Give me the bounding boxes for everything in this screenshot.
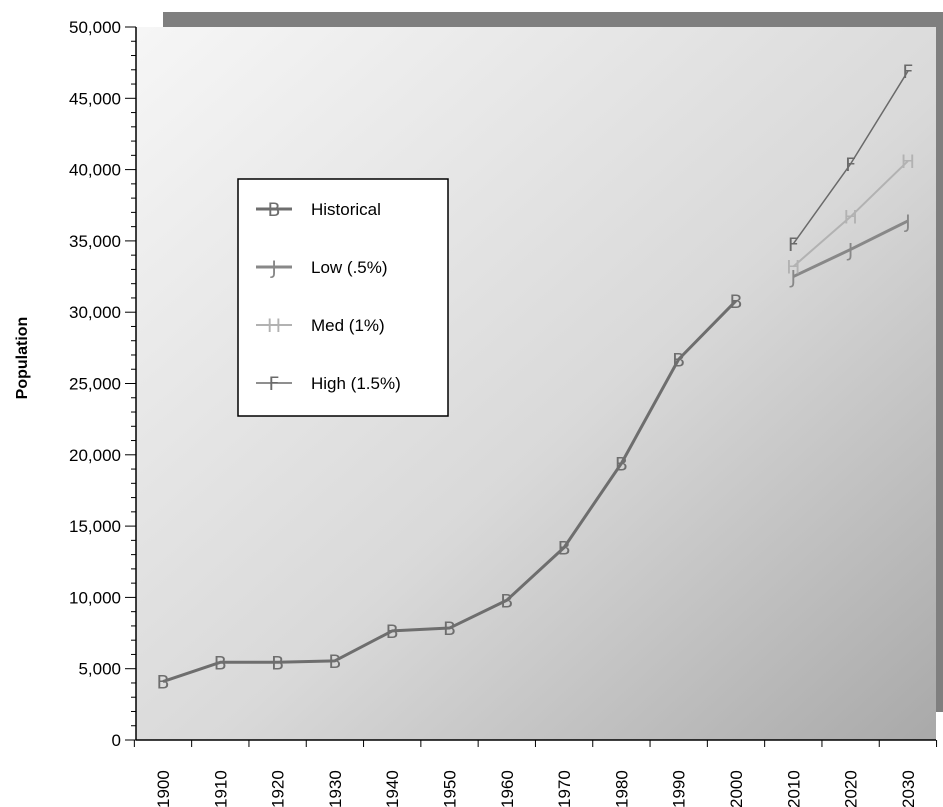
series-line: [792, 70, 909, 245]
series-2: H H H: [786, 151, 915, 279]
x-tick-label: 1930: [326, 770, 345, 807]
data-point-marker: F: [845, 154, 856, 176]
data-point-marker: F: [902, 61, 913, 83]
data-point-marker: J: [904, 211, 911, 233]
legend: B Historical J Low (.5%) H Med (1%) F High (1.5…: [237, 178, 449, 417]
x-tick-label: 2020: [842, 770, 861, 807]
legend-label: Med (1%): [311, 316, 385, 335]
legend-swatch-marker: B: [267, 199, 280, 221]
y-axis-title: Population: [14, 317, 31, 400]
data-point-marker: F: [788, 234, 799, 256]
legend-label: Low (.5%): [311, 258, 388, 277]
x-tick-label: 1910: [211, 770, 230, 807]
data-point-marker: B: [672, 349, 685, 371]
data-point-marker: B: [729, 291, 742, 313]
y-tick-label: 45,000: [69, 89, 121, 108]
x-tick-label: 1900: [154, 770, 173, 807]
data-point-marker: B: [214, 652, 227, 674]
data-point-marker: J: [789, 267, 796, 289]
x-tick-label: 1960: [498, 770, 517, 807]
y-tick-label: 35,000: [69, 232, 121, 251]
y-tick-label: 0: [112, 731, 121, 750]
data-point-marker: B: [271, 652, 284, 674]
data-point-marker: B: [386, 621, 399, 643]
series-line: [162, 299, 738, 683]
x-tick-label: 2010: [784, 770, 803, 807]
x-tick-label: 1980: [612, 770, 631, 807]
series-line: [792, 160, 909, 268]
x-tick-label: 1950: [441, 770, 460, 807]
x-axis-ticks: 1900 1910 1920 1930 1940 1950 1960 1970 1980 1990…: [133, 740, 938, 807]
legend-label: Historical: [311, 200, 381, 219]
legend-swatch-marker: F: [269, 373, 280, 395]
series-3: F F F: [788, 61, 914, 256]
y-axis-ticks: 0 5,000 10,000 15,000 20,000 25,000 30,000 35,0…: [69, 18, 136, 750]
legend-label: High (1.5%): [311, 374, 401, 393]
series-0: B B B B B B B B B B B: [156, 291, 742, 694]
x-tick-label: 2000: [727, 770, 746, 807]
series-1: J J J: [789, 211, 910, 289]
y-tick-label: 25,000: [69, 375, 121, 394]
x-tick-label: 1990: [670, 770, 689, 807]
x-tick-label: 1920: [269, 770, 288, 807]
data-point-marker: B: [500, 590, 513, 612]
legend-box: [237, 178, 449, 417]
y-tick-label: 20,000: [69, 446, 121, 465]
y-tick-label: 40,000: [69, 161, 121, 180]
legend-swatch-marker: J: [270, 257, 277, 279]
y-tick-label: 15,000: [69, 517, 121, 536]
data-point-marker: B: [615, 453, 628, 475]
y-tick-label: 5,000: [78, 660, 121, 679]
y-tick-label: 10,000: [69, 588, 121, 607]
data-point-marker: B: [328, 651, 341, 673]
data-point-marker: J: [847, 239, 854, 261]
data-point-marker: H: [843, 207, 857, 229]
x-tick-label: 1970: [555, 770, 574, 807]
data-point-marker: B: [156, 672, 169, 694]
legend-swatch-marker: H: [267, 315, 281, 337]
series-line: [792, 219, 909, 278]
data-point-marker: B: [443, 618, 456, 640]
x-tick-label: 1940: [383, 770, 402, 807]
data-point-marker: H: [786, 257, 800, 279]
data-point-marker: H: [901, 151, 915, 173]
y-tick-label: 30,000: [69, 303, 121, 322]
x-tick-label: 2030: [899, 770, 918, 807]
y-tick-label: 50,000: [69, 18, 121, 37]
data-point-marker: B: [558, 537, 571, 559]
